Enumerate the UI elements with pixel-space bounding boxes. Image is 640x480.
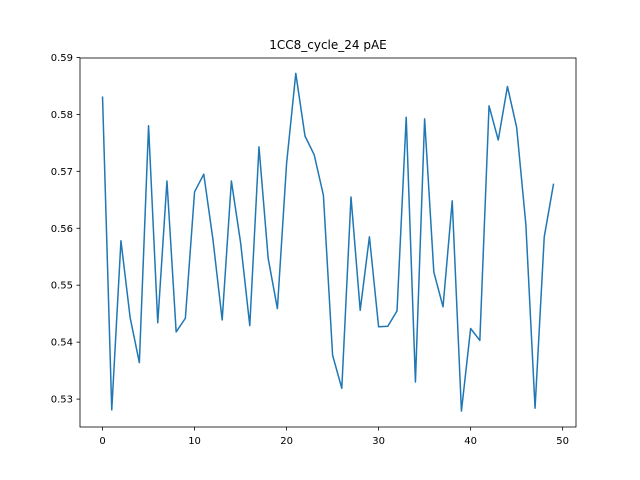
y-tick-label: 0.57 — [51, 167, 73, 178]
x-tick-label: 20 — [280, 436, 293, 447]
y-tick-label: 0.56 — [51, 224, 73, 235]
x-axis: 0 10 20 30 40 50 — [99, 427, 569, 447]
x-tick-label: 10 — [188, 436, 201, 447]
series-line — [101, 72, 555, 412]
y-tick-label: 0.55 — [51, 281, 73, 292]
y-tick-label: 0.58 — [51, 110, 73, 121]
x-tick-label: 30 — [372, 436, 385, 447]
x-tick-label: 50 — [556, 436, 569, 447]
chart-title: 1CC8_cycle_24 pAE — [269, 38, 387, 52]
y-axis: 0.53 0.54 0.55 0.56 0.57 0.58 0.59 — [51, 53, 80, 406]
y-tick-label: 0.59 — [51, 53, 73, 64]
x-tick-label: 0 — [99, 436, 105, 447]
plot-frame — [79, 57, 577, 428]
y-tick-label: 0.53 — [51, 395, 73, 406]
x-tick-label: 40 — [464, 436, 477, 447]
y-tick-label: 0.54 — [51, 338, 73, 349]
